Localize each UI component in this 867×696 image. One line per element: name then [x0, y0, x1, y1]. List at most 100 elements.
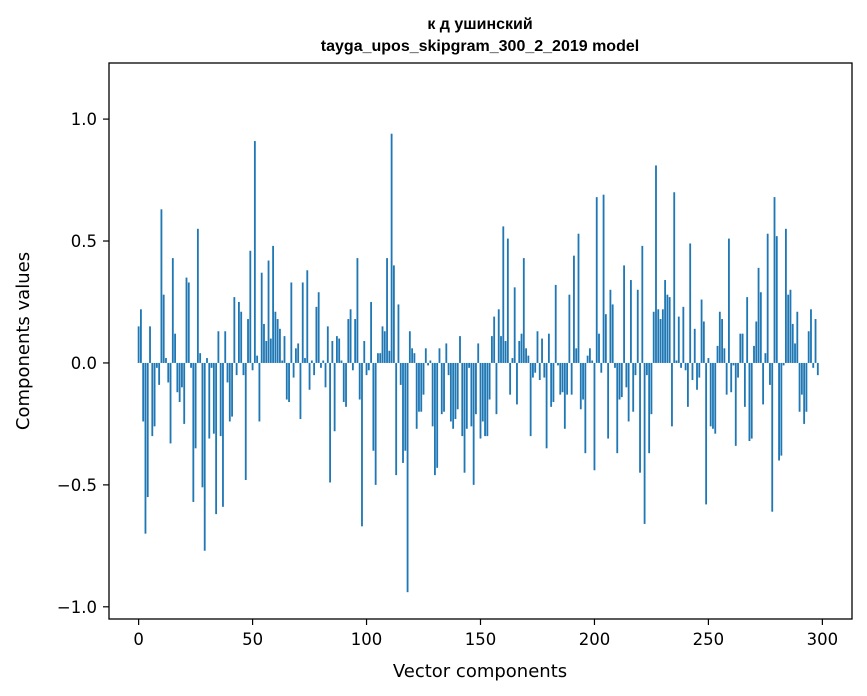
bar-134: [443, 362, 445, 412]
bar-90: [342, 362, 345, 402]
bar-206: [607, 362, 610, 439]
bar-243: [691, 362, 694, 381]
bar-8: [155, 362, 158, 368]
bar-222: [643, 362, 646, 524]
plot-frame: [108, 62, 853, 620]
bar-294: [807, 331, 810, 363]
bar-76: [310, 360, 313, 363]
bar-216: [630, 280, 632, 363]
x-tick-label: 100: [351, 630, 383, 649]
bar-289: [796, 311, 799, 363]
bar-149: [477, 343, 480, 363]
bar-24: [192, 362, 195, 502]
bar-214: [625, 362, 628, 388]
bar-288: [794, 343, 796, 363]
bar-232: [666, 294, 669, 363]
bar-251: [709, 362, 712, 427]
y-tick-label: −1.0: [57, 598, 97, 617]
bar-141: [459, 336, 461, 363]
bar-71: [299, 362, 302, 420]
bar-268: [748, 362, 751, 441]
bar-205: [604, 314, 607, 363]
bar-138: [452, 362, 455, 429]
chart-subtitle: tayga_upos_skipgram_300_2_2019 model: [321, 38, 639, 55]
bar-58: [269, 338, 272, 363]
bar-293: [805, 362, 808, 412]
bar-290: [798, 362, 801, 412]
bar-48: [247, 319, 249, 363]
bar-159: [500, 336, 502, 363]
bar-183: [554, 284, 557, 363]
x-tick-label: 0: [133, 630, 144, 649]
bar-42: [233, 297, 236, 363]
bar-158: [497, 309, 500, 363]
bar-54: [260, 272, 263, 363]
bar-5: [149, 326, 151, 363]
bar-65: [285, 362, 288, 400]
bar-242: [689, 243, 692, 363]
bar-185: [559, 362, 562, 395]
bar-188: [566, 362, 569, 395]
bar-263: [737, 362, 739, 378]
bar-240: [684, 362, 687, 371]
bar-14: [169, 362, 172, 444]
bar-229: [659, 319, 662, 363]
bar-70: [297, 343, 300, 363]
bar-94: [351, 362, 354, 371]
bar-253: [714, 362, 717, 434]
bar-106: [379, 353, 382, 363]
bar-245: [696, 362, 698, 390]
bar-280: [775, 236, 778, 363]
bar-230: [661, 309, 664, 363]
bar-244: [693, 328, 696, 363]
bar-193: [577, 233, 580, 363]
bar-13: [167, 362, 170, 383]
bar-51: [253, 141, 256, 363]
bar-221: [641, 245, 644, 363]
bar-72: [301, 282, 304, 363]
bar-259: [728, 238, 730, 363]
bar-215: [627, 362, 630, 422]
bar-3: [144, 362, 147, 534]
bar-246: [698, 362, 701, 378]
bar-57: [267, 260, 270, 363]
bar-187: [563, 362, 566, 429]
bar-198: [588, 348, 591, 363]
bar-52: [256, 355, 259, 363]
bar-50: [251, 362, 254, 371]
bar-27: [199, 353, 202, 363]
y-axis-label: Components values: [13, 252, 34, 430]
bar-61: [276, 319, 279, 363]
bar-168: [520, 333, 523, 363]
bar-220: [639, 362, 641, 473]
bar-19: [181, 362, 183, 388]
bar-291: [800, 362, 803, 395]
bar-37: [222, 362, 224, 507]
bar-254: [716, 345, 719, 363]
bar-261: [732, 362, 735, 366]
bar-73: [304, 358, 306, 363]
bar-160: [502, 226, 505, 363]
bar-195: [582, 362, 584, 400]
bar-298: [816, 362, 819, 376]
bar-296: [812, 362, 815, 368]
bar-148: [475, 362, 477, 415]
bar-191: [573, 255, 575, 363]
bar-192: [575, 348, 578, 363]
bar-100: [365, 362, 368, 376]
bar-115: [399, 362, 402, 385]
bar-224: [648, 362, 651, 454]
bar-35: [217, 331, 220, 363]
bar-226: [652, 311, 655, 363]
bar-79: [317, 292, 320, 363]
bar-68: [292, 362, 295, 378]
bar-235: [673, 192, 676, 363]
bar-164: [511, 358, 514, 363]
chart-title: к д ушинский: [427, 16, 532, 33]
bar-88: [338, 338, 341, 363]
x-tick-label: 300: [807, 630, 839, 649]
bar-218: [634, 362, 637, 376]
bar-173: [532, 362, 534, 378]
bar-97: [358, 362, 361, 400]
bar-223: [645, 362, 648, 376]
